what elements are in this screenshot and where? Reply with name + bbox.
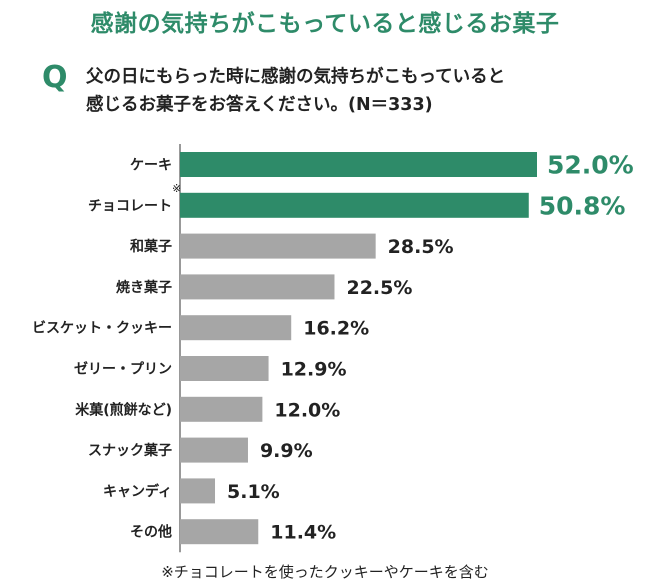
- category-label-4: 焼き菓子: [116, 279, 172, 296]
- value-label-2: 50.8%: [539, 191, 626, 220]
- category-label-7: 米菓(煎餅など): [75, 401, 172, 418]
- category-label-10: その他: [130, 524, 172, 541]
- bar-1: [180, 152, 537, 177]
- category-label-9: キャンディ: [103, 483, 172, 500]
- question-line-2: 感じるお菓子をお答えください。(N＝333): [86, 95, 433, 115]
- question-line-1: 父の日にもらった時に感謝の気持ちがこもっていると: [86, 67, 506, 87]
- value-label-5: 16.2%: [303, 318, 369, 340]
- bar-chart: ケーキ 52.0% チョコレート※ 50.8% 和菓子 28.5% 焼き菓子 22.5% ビスケ…: [32, 144, 634, 553]
- bar-10: [180, 519, 259, 545]
- bar-4: [180, 274, 335, 300]
- category-label-5: ビスケット・クッキー: [32, 321, 172, 337]
- question-mark: Q: [42, 60, 68, 95]
- value-label-8: 9.9%: [260, 440, 313, 462]
- chart-title: 感謝の気持ちがこもっていると感じるお菓子: [90, 11, 560, 37]
- value-label-4: 22.5%: [346, 277, 412, 299]
- bar-3: [180, 233, 376, 259]
- value-label-9: 5.1%: [227, 481, 280, 503]
- category-label-6: ゼリー・プリン: [74, 361, 172, 378]
- bar-8: [180, 437, 248, 463]
- footnote: ※チョコレートを使ったクッキーやケーキを含む: [161, 563, 489, 581]
- category-footnote-mark-2: ※: [172, 182, 181, 195]
- value-label-1: 52.0%: [547, 151, 634, 180]
- bar-9: [180, 478, 216, 504]
- category-label-1: ケーキ: [130, 158, 172, 174]
- value-label-6: 12.9%: [281, 359, 347, 381]
- category-label-8: スナック菓子: [88, 442, 172, 459]
- bar-7: [180, 396, 263, 422]
- value-label-10: 11.4%: [270, 522, 336, 544]
- bar-6: [180, 356, 269, 381]
- category-label-3: 和菓子: [130, 238, 172, 255]
- bar-5: [180, 315, 292, 341]
- value-label-3: 28.5%: [388, 236, 454, 258]
- category-label-2: チョコレート: [88, 198, 172, 214]
- value-label-7: 12.0%: [274, 399, 340, 421]
- bar-2: [180, 192, 529, 218]
